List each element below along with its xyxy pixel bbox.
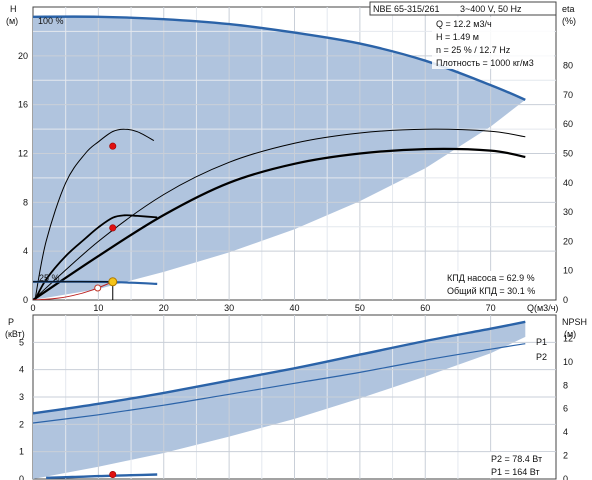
bottom-left-axis-unit: (кВт) — [5, 329, 25, 339]
bottom-left-tick-label: 4 — [19, 365, 24, 375]
p2-curve-label: P2 — [536, 352, 547, 362]
top-grid — [33, 7, 556, 300]
operating-point-yellow — [108, 277, 118, 287]
bottom-right-tick-label: 8 — [563, 380, 568, 390]
p1-curve-label: P1 — [536, 337, 547, 347]
top-left-axis-unit: (м) — [6, 16, 18, 26]
top-right-tick-label: 20 — [563, 236, 573, 246]
top-left-tick-label: 16 — [18, 100, 28, 110]
bottom-right-tick-label: 10 — [563, 357, 573, 367]
p2-curve-100 — [33, 343, 526, 424]
bottom-left-tick-label: 5 — [19, 337, 24, 347]
bottom-left-tick-label: 0 — [19, 474, 24, 480]
x-tick-label: 30 — [224, 303, 234, 313]
power-info-box — [490, 452, 554, 478]
info-flow: Q = 12.2 м3/ч — [436, 19, 492, 29]
operating-point-red — [109, 224, 117, 232]
top-right-axis-label: eta — [562, 4, 575, 14]
x-tick-label: 0 — [30, 303, 35, 313]
top-left-axis-label: H — [10, 4, 17, 14]
top-right-tick-label: 30 — [563, 207, 573, 217]
top-tick-labels: 0 10 20 30 40 50 60 70 0 4 8 12 16 20 0 10 20 30 40 50 60 70 8… — [18, 51, 573, 313]
top-right-tick-label: 0 — [563, 295, 568, 305]
x-tick-label: 60 — [420, 303, 430, 313]
speed-25-label: 25 % — [39, 273, 60, 283]
top-right-tick-label: 50 — [563, 149, 573, 159]
bottom-right-tick-label: 4 — [563, 427, 568, 437]
x-axis-label: Q(м3/ч) — [527, 303, 558, 313]
top-right-tick-label: 60 — [563, 119, 573, 129]
operating-point-red — [109, 142, 117, 150]
bottom-left-tick-label: 1 — [19, 447, 24, 457]
info-speed: n = 25 % / 12.7 Hz — [436, 45, 511, 55]
top-right-tick-label: 40 — [563, 178, 573, 188]
p2-value: P2 = 78.4 Вт — [491, 454, 542, 464]
bottom-left-tick-label: 2 — [19, 419, 24, 429]
x-tick-label: 50 — [355, 303, 365, 313]
efficiency-info-box — [444, 271, 554, 298]
bottom-right-tick-label: 12 — [563, 333, 573, 343]
top-left-tick-label: 4 — [23, 246, 28, 256]
operating-point-hollow — [94, 284, 102, 292]
bottom-right-tick-label: 2 — [563, 451, 568, 461]
bottom-right-axis-unit: (м) — [564, 329, 576, 339]
top-right-tick-label: 70 — [563, 90, 573, 100]
top-right-tick-label: 80 — [563, 61, 573, 71]
top-left-tick-label: 20 — [18, 51, 28, 61]
speed-100-label: 100 % — [38, 16, 64, 26]
top-operating-region — [33, 16, 526, 300]
bottom-right-axis-label: NPSH — [562, 317, 587, 327]
eta-pump-curve-100 — [33, 128, 526, 300]
header-box — [369, 1, 557, 16]
bottom-right-tick-label: 0 — [563, 474, 568, 480]
pump-efficiency: КПД насоса = 62.9 % — [447, 273, 535, 283]
info-head: H = 1.49 м — [436, 32, 479, 42]
x-tick-label: 10 — [93, 303, 103, 313]
p1-value: P1 = 164 Вт — [491, 467, 540, 477]
x-tick-label: 40 — [289, 303, 299, 313]
x-tick-label: 70 — [486, 303, 496, 313]
bottom-right-tick-label: 6 — [563, 404, 568, 414]
bottom-curves — [33, 320, 526, 479]
bottom-left-axis-label: P — [8, 317, 14, 327]
x-tick-label: 20 — [159, 303, 169, 313]
top-left-tick-label: 0 — [23, 295, 28, 305]
p1-curve-100 — [33, 320, 526, 415]
eta-pump-curve-25 — [34, 128, 155, 300]
power-supply: 3~400 V, 50 Hz — [460, 4, 522, 14]
pump-model: NBE 65-315/261 — [373, 4, 440, 14]
top-right-axis-unit: (%) — [562, 16, 576, 26]
bottom-grid — [33, 315, 556, 479]
operating-point-power — [109, 471, 117, 479]
head-curve-100 — [33, 15, 526, 101]
top-left-tick-label: 12 — [18, 149, 28, 159]
total-efficiency: Общий КПД = 30.1 % — [447, 286, 535, 296]
info-density: Плотность = 1000 кг/м3 — [436, 58, 534, 68]
p1-curve-25 — [46, 473, 158, 479]
bottom-operating-region — [33, 321, 526, 479]
eta-total-curve-100 — [33, 147, 526, 300]
top-curves — [33, 15, 526, 300]
eta-total-curve-25 — [34, 214, 158, 300]
info-box — [432, 17, 554, 69]
top-left-tick-label: 8 — [23, 197, 28, 207]
operating-points — [94, 142, 118, 479]
bottom-left-tick-label: 3 — [19, 392, 24, 402]
top-right-tick-label: 10 — [563, 266, 573, 276]
